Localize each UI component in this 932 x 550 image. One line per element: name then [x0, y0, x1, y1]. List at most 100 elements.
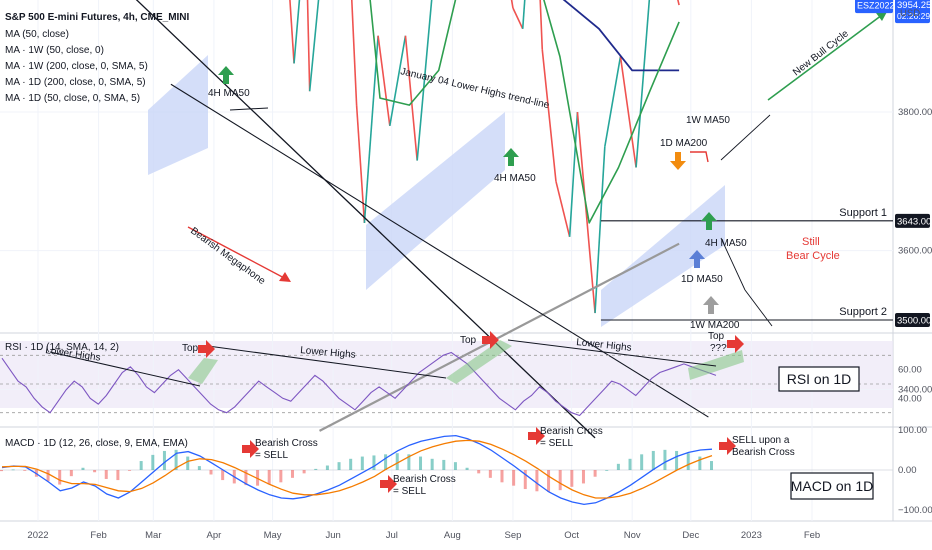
macd-histogram-bar [23, 470, 27, 471]
symbol-title: S&P 500 E-mini Futures, 4h, CME_MINI [5, 12, 190, 23]
ma-line [318, 242, 680, 432]
currency-label: USD [900, 8, 920, 19]
time-tick-label: Feb [90, 530, 106, 541]
macd-histogram-bar [698, 456, 702, 470]
price-segment [306, 0, 311, 92]
price-segment [594, 146, 606, 314]
projection-arrow [720, 237, 746, 291]
legend-ma-1w-200: MA · 1W (200, close, 0, SMA, 5) [5, 61, 148, 72]
rsi-band [0, 341, 893, 408]
rsi-title-box-text: RSI on 1D [787, 371, 852, 387]
ma50-4h-label-2: 4H MA50 [494, 173, 536, 184]
price-segment [555, 181, 571, 237]
rsi-top-highlight [688, 350, 744, 380]
time-tick-label: Feb [804, 530, 820, 541]
macd-histogram-bar [209, 470, 213, 475]
macd-histogram-bar [11, 469, 15, 471]
macd-cross-2a: Bearish Cross [393, 474, 456, 485]
macd-histogram-bar [547, 470, 551, 492]
legend-ma-1d-200: MA · 1D (200, close, 0, SMA, 5) [5, 77, 146, 88]
arrow-right-icon [719, 437, 736, 455]
moving-averages [318, 0, 680, 432]
symbol-badge-text: ESZ2022 [857, 1, 895, 11]
time-tick-label: Sep [505, 530, 522, 541]
rsi-top-highlight [188, 358, 218, 384]
arrow-right-icon [528, 427, 545, 445]
macd-histogram-bar [69, 470, 73, 477]
time-tick-label: 2023 [741, 530, 762, 541]
macd-histogram-bar [139, 461, 143, 470]
macd-histogram-bar [302, 470, 306, 474]
symbol-badge [855, 0, 893, 14]
rsi-tick-label: 60.00 [898, 365, 922, 376]
macd-histogram-bar [349, 458, 353, 470]
rsi-tick-label: 40.00 [898, 393, 922, 404]
macd-histogram-bar [675, 450, 679, 470]
time-tick-label: Jun [325, 530, 340, 541]
macd-cross-3b: = SELL [540, 438, 574, 449]
signal-line [1, 439, 713, 499]
macd-histogram-bar [710, 461, 713, 470]
macd-histogram-bar [384, 454, 388, 470]
megaphone-arrowhead [279, 272, 291, 282]
projection-arrow [720, 114, 771, 161]
legend-ma-4h: MA (50, close) [5, 29, 69, 40]
rsi-legend: RSI · 1D (14, SMA, 14, 2) [5, 342, 119, 353]
macd-histogram-bar [186, 456, 190, 470]
price-segment [619, 56, 637, 168]
arrow-right-icon [198, 340, 215, 358]
arrow-up-icon [689, 250, 705, 268]
macd-histogram-bar [581, 470, 585, 484]
macd-histogram-bar [570, 470, 574, 487]
macd-histogram-bar [337, 462, 341, 470]
macd-histogram-bar [267, 470, 271, 485]
macd-histogram-bar [128, 470, 132, 471]
macd-histogram-bar [325, 465, 329, 470]
ma200-1w-label: 1W MA200 [690, 320, 740, 331]
macd-histogram-bar [46, 470, 50, 482]
arrow-up-icon [701, 212, 717, 230]
macd-panel: 100.00 0.00 −100.00 [0, 425, 932, 516]
time-tick-label: Dec [682, 530, 699, 541]
ma50-1w-label: 1W MA50 [686, 115, 730, 126]
rsi-line [1, 351, 717, 417]
macd-histogram-bar [488, 470, 492, 478]
price-segment [677, 0, 680, 6]
macd-legend: MACD · 1D (12, 26, close, 9, EMA, EMA) [5, 438, 188, 449]
price-tick-label: 3800.00 [898, 107, 932, 118]
rsi-title-box [778, 366, 860, 392]
time-tick-label: Oct [564, 530, 579, 541]
pointer-line [229, 107, 269, 111]
arrow-up-icon [703, 296, 719, 314]
price-segment [363, 35, 379, 223]
macd-histogram-bar [407, 454, 411, 470]
macd-histogram-bar [104, 470, 108, 479]
time-tick-label: Mar [145, 530, 161, 541]
macd-cross-1b: = SELL [255, 450, 289, 461]
macd-histogram-bar [0, 470, 3, 472]
price-segment [308, 0, 320, 92]
ma50-4h-label-3: 4H MA50 [705, 238, 747, 249]
arrow-right-icon [727, 335, 744, 353]
macd-histogram-bar [477, 470, 481, 474]
price-segment [377, 35, 391, 126]
macd-histogram-bar [81, 467, 85, 470]
macd-histogram-bar [244, 470, 248, 486]
price-channel [366, 112, 505, 290]
price-badge-text: 3500.00 [897, 316, 931, 327]
macd-histogram-bar [512, 470, 516, 486]
last-price-badge [895, 0, 930, 24]
macd-cross-1a: Bearish Cross [255, 438, 318, 449]
time-tick-label: Aug [444, 530, 461, 541]
rsi-question: ??? [710, 343, 727, 354]
macd-histogram-bar [628, 458, 632, 470]
bear-cycle-label: Bear Cycle [786, 250, 840, 262]
time-tick-label: Jul [386, 530, 398, 541]
projection-arrow [744, 289, 773, 327]
price-segment [289, 0, 295, 64]
ma200-pointer [690, 151, 709, 163]
macd-histogram-bar [616, 463, 620, 470]
macd-histogram-bar [221, 470, 225, 481]
macd-histogram-bar [116, 470, 120, 481]
